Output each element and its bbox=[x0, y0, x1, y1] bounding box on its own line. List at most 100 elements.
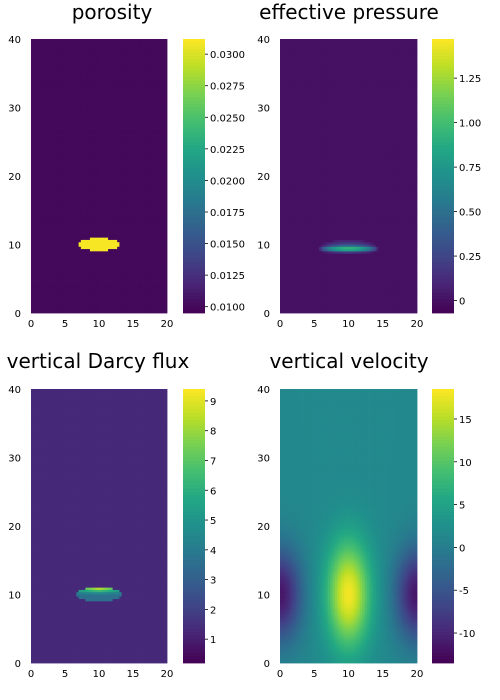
heatmap-cell bbox=[83, 160, 86, 163]
heatmap-cell bbox=[33, 45, 36, 49]
heatmap-cell bbox=[92, 105, 95, 108]
heatmap-cell bbox=[85, 96, 89, 99]
heatmap-cell bbox=[87, 148, 91, 152]
heatmap-cell bbox=[128, 198, 132, 202]
heatmap-cell bbox=[162, 144, 166, 147]
heatmap-cell bbox=[114, 107, 118, 111]
heatmap-cell bbox=[80, 48, 84, 51]
heatmap-cell bbox=[49, 153, 52, 156]
heatmap-cell bbox=[164, 48, 168, 51]
heatmap-cell bbox=[83, 178, 86, 181]
heatmap-cell bbox=[139, 114, 143, 118]
heatmap-cell bbox=[83, 155, 86, 159]
heatmap-cell bbox=[142, 41, 145, 44]
heatmap-cell bbox=[114, 130, 118, 134]
heatmap-cell bbox=[128, 164, 132, 168]
heatmap-cell bbox=[123, 125, 127, 129]
heatmap-cell bbox=[42, 59, 45, 63]
heatmap-cell bbox=[164, 118, 168, 122]
heatmap-cell bbox=[67, 50, 70, 54]
heatmap-cell bbox=[114, 41, 118, 44]
heatmap-cell bbox=[71, 52, 75, 56]
heatmap-cell bbox=[117, 187, 120, 191]
heatmap-cell bbox=[37, 144, 41, 147]
heatmap-cell bbox=[157, 114, 161, 118]
heatmap-cell bbox=[114, 68, 118, 72]
heatmap-cell bbox=[60, 123, 64, 127]
heatmap-cell bbox=[94, 130, 98, 134]
heatmap-cell bbox=[44, 96, 48, 99]
heatmap-cell bbox=[62, 75, 66, 79]
heatmap-cell bbox=[123, 201, 127, 204]
heatmap-cell bbox=[96, 64, 100, 67]
heatmap-cell bbox=[114, 139, 118, 143]
heatmap-cell bbox=[139, 123, 143, 127]
heatmap-cell bbox=[153, 219, 157, 223]
heatmap-cell bbox=[105, 128, 109, 131]
heatmap-cell bbox=[78, 61, 82, 65]
heatmap-cell bbox=[155, 132, 159, 136]
heatmap-cell bbox=[108, 91, 111, 95]
heatmap-cell bbox=[31, 89, 34, 92]
heatmap-cell bbox=[144, 194, 147, 197]
heatmap-cell bbox=[74, 187, 77, 191]
heatmap-cell bbox=[71, 166, 75, 170]
heatmap-cell bbox=[151, 109, 154, 113]
heatmap-cell bbox=[130, 196, 134, 200]
heatmap-cell bbox=[67, 219, 70, 223]
heatmap-cell bbox=[126, 89, 129, 92]
heatmap-cell bbox=[46, 93, 50, 97]
heatmap-cell bbox=[133, 187, 136, 191]
heatmap-cell bbox=[148, 93, 152, 97]
heatmap-cell bbox=[35, 132, 39, 136]
heatmap-cell bbox=[76, 223, 79, 227]
heatmap-cell bbox=[85, 64, 89, 67]
heatmap-cell bbox=[126, 226, 129, 229]
heatmap-cell bbox=[42, 150, 45, 154]
heatmap-cell bbox=[69, 86, 73, 90]
heatmap-cell bbox=[74, 128, 77, 131]
heatmap-cell bbox=[74, 182, 77, 186]
heatmap-cell bbox=[137, 134, 141, 138]
heatmap-cell bbox=[96, 93, 100, 97]
heatmap-cell bbox=[121, 80, 125, 83]
heatmap-cell bbox=[123, 45, 127, 49]
heatmap-cell bbox=[33, 100, 36, 104]
heatmap-cell bbox=[142, 194, 145, 197]
heatmap-cell bbox=[114, 169, 118, 172]
heatmap-cell bbox=[42, 50, 45, 54]
heatmap-cell bbox=[142, 59, 145, 63]
heatmap-cell bbox=[99, 86, 102, 90]
heatmap-cell bbox=[162, 153, 166, 156]
heatmap-cell bbox=[121, 112, 125, 115]
heatmap-cell bbox=[67, 144, 70, 147]
heatmap-cell bbox=[101, 155, 104, 159]
heatmap-cell bbox=[101, 191, 104, 195]
heatmap-cell bbox=[67, 139, 70, 143]
heatmap-cell bbox=[126, 66, 129, 70]
heatmap-cell bbox=[117, 178, 120, 181]
heatmap-cell bbox=[62, 73, 66, 76]
heatmap-cell bbox=[119, 80, 123, 83]
heatmap-cell bbox=[123, 137, 127, 140]
heatmap-cell bbox=[142, 130, 145, 134]
heatmap-cell bbox=[55, 187, 59, 191]
heatmap-cell bbox=[110, 146, 113, 149]
heatmap-cell bbox=[83, 52, 86, 56]
heatmap-cell bbox=[51, 84, 55, 88]
heatmap-cell bbox=[71, 57, 75, 60]
heatmap-cell bbox=[74, 210, 77, 213]
heatmap-cell bbox=[85, 201, 89, 204]
heatmap-cell bbox=[78, 98, 82, 102]
heatmap-cell bbox=[123, 130, 127, 134]
heatmap-cell bbox=[99, 102, 102, 106]
heatmap-cell bbox=[92, 150, 95, 154]
heatmap-cell bbox=[128, 50, 132, 54]
heatmap-cell bbox=[74, 214, 77, 218]
heatmap-cell bbox=[60, 61, 64, 65]
heatmap-cell bbox=[33, 162, 36, 165]
heatmap-cell bbox=[51, 146, 55, 149]
heatmap-cell bbox=[76, 93, 79, 97]
heatmap-cell bbox=[55, 196, 59, 200]
heatmap-cell bbox=[92, 191, 95, 195]
